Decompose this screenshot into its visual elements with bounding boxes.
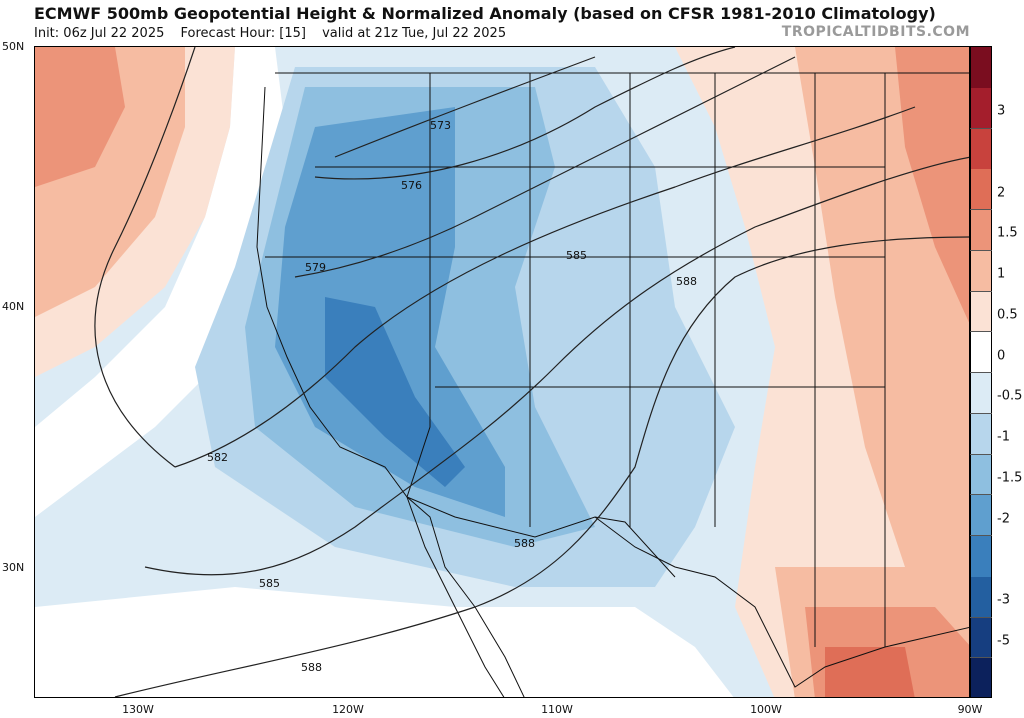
colorbar-label: -5 bbox=[997, 633, 1010, 649]
lon-label-100w: 100W bbox=[750, 703, 782, 716]
colorbar-segment bbox=[971, 210, 991, 251]
anomaly-map: 573 576 579 582 585 585 588 588 588 bbox=[34, 46, 970, 698]
forecast-hour: Forecast Hour: [15] bbox=[180, 26, 306, 41]
colorbar-segment bbox=[971, 413, 991, 455]
gulf-coastline bbox=[594, 516, 969, 688]
run-info: Init: 06z Jul 22 2025 Forecast Hour: [15… bbox=[34, 26, 518, 41]
colorbar-segment bbox=[971, 332, 991, 373]
colorbar-segment bbox=[971, 169, 991, 210]
colorbar-segment bbox=[971, 128, 991, 170]
colorbar-label: 0.5 bbox=[997, 307, 1018, 323]
colorbar-segment bbox=[971, 536, 991, 577]
contour-label-588a: 588 bbox=[676, 275, 697, 288]
colorbar-segment bbox=[971, 495, 991, 536]
us-mexico-border bbox=[406, 496, 676, 578]
colorbar-label: -0.5 bbox=[997, 388, 1023, 404]
colorbar-tick bbox=[970, 657, 992, 659]
colorbar-tick bbox=[970, 127, 992, 129]
colorbar-label: -1 bbox=[997, 429, 1010, 445]
lat-label-50n: 50N bbox=[2, 40, 25, 53]
colorbar-label: 3 bbox=[997, 103, 1006, 119]
contour-576 bbox=[314, 47, 736, 180]
west-coastline bbox=[256, 86, 525, 697]
init-time: Init: 06z Jul 22 2025 bbox=[34, 26, 165, 41]
contour-label-576: 576 bbox=[401, 179, 422, 192]
contour-label-585b: 585 bbox=[259, 577, 280, 590]
colorbar-segment bbox=[971, 47, 991, 88]
chart-title: ECMWF 500mb Geopotential Height & Normal… bbox=[34, 4, 936, 23]
colorbar-segment bbox=[971, 617, 991, 659]
baja-coast bbox=[406, 496, 505, 697]
colorbar-tick bbox=[970, 331, 992, 333]
colorbar-segment bbox=[971, 291, 991, 333]
contour-label-585a: 585 bbox=[566, 249, 587, 262]
colorbar-tick bbox=[970, 494, 992, 496]
colorbar-label: 1.5 bbox=[997, 225, 1018, 241]
lon-label-90w: 90W bbox=[957, 703, 983, 716]
lon-label-130w: 130W bbox=[122, 703, 154, 716]
colorbar-tick bbox=[970, 535, 992, 536]
colorbar-label: 2 bbox=[997, 185, 1006, 201]
colorbar-tick bbox=[970, 209, 992, 210]
colorbar-label: 0 bbox=[997, 348, 1006, 364]
contour-label-588b: 588 bbox=[514, 537, 535, 550]
colorbar-segment bbox=[971, 87, 991, 129]
contour-585 bbox=[144, 156, 969, 576]
contour-579 bbox=[294, 56, 796, 278]
contour-label-582: 582 bbox=[207, 451, 228, 464]
colorbar-label: -2 bbox=[997, 511, 1010, 527]
colorbar-segment bbox=[971, 373, 991, 414]
state-line-1 bbox=[406, 73, 431, 498]
anomaly-neutral-south bbox=[35, 587, 734, 697]
contour-588 bbox=[114, 236, 969, 697]
colorbar-segment bbox=[971, 576, 991, 618]
colorbar-tick bbox=[970, 290, 992, 292]
valid-time: valid at 21z Tue, Jul 22 2025 bbox=[322, 26, 507, 41]
colorbar-label: 1 bbox=[997, 266, 1006, 282]
contour-label-588c: 588 bbox=[301, 661, 322, 674]
colorbar-tick bbox=[970, 249, 992, 251]
colorbar-label: -1.5 bbox=[997, 470, 1023, 486]
contour-label-579: 579 bbox=[305, 261, 326, 274]
colorbar-tick bbox=[970, 412, 992, 414]
contour-label-573: 573 bbox=[430, 119, 451, 132]
colorbar-segment bbox=[971, 658, 991, 697]
colorbar-segment bbox=[971, 454, 991, 496]
colorbar-label: -3 bbox=[997, 592, 1010, 608]
contour-582 bbox=[94, 47, 916, 468]
lat-label-40n: 40N bbox=[2, 300, 25, 313]
colorbar-tick bbox=[970, 616, 992, 618]
lon-label-120w: 120W bbox=[332, 703, 364, 716]
colorbar-tick bbox=[970, 453, 992, 455]
lon-label-110w: 110W bbox=[541, 703, 573, 716]
brand-watermark: TROPICALTIDBITS.COM bbox=[781, 24, 970, 40]
lat-label-30n: 30N bbox=[2, 561, 25, 574]
anomaly-neutral-band bbox=[35, 47, 290, 517]
colorbar-tick bbox=[970, 372, 992, 373]
contour-573 bbox=[334, 56, 596, 158]
colorbar-segment bbox=[971, 250, 991, 292]
